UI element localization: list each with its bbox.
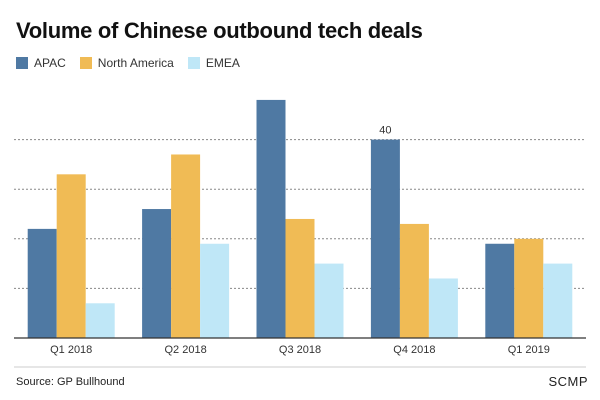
legend-swatch-north-america — [79, 57, 92, 69]
bar-apac — [27, 228, 57, 338]
x-tick-label: Q3 2018 — [279, 344, 321, 356]
bar-apac — [370, 139, 400, 338]
legend-label-north-america: North America — [97, 56, 174, 70]
legend-label-apac: APAC — [34, 56, 66, 70]
brand-logo-text: SCMP — [548, 374, 588, 389]
legend-item-apac: APAC — [16, 56, 66, 70]
chart-legend: APAC North America EMEA — [16, 56, 240, 70]
legend-label-emea: EMEA — [205, 56, 240, 70]
source-note: Source: GP Bullhound — [16, 376, 125, 388]
x-tick-label: Q2 2018 — [164, 344, 206, 356]
bar-emea — [543, 263, 573, 338]
bar-north-america — [171, 154, 201, 338]
bar-emea — [85, 303, 115, 338]
legend-item-emea: EMEA — [187, 56, 240, 70]
chart-title: Volume of Chinese outbound tech deals — [16, 18, 423, 43]
legend-item-north-america: North America — [79, 56, 174, 70]
bar-north-america — [56, 174, 86, 338]
legend-swatch-emea — [187, 57, 200, 69]
bar-emea — [314, 263, 344, 338]
bar-emea — [200, 243, 230, 338]
bar-north-america — [285, 218, 315, 338]
legend-swatch-apac — [16, 57, 28, 69]
x-tick-label: Q4 2018 — [393, 344, 435, 356]
bar-apac — [485, 243, 515, 338]
x-tick-label: Q1 2019 — [508, 344, 550, 356]
data-label: 40 — [379, 125, 391, 137]
bar-north-america — [514, 238, 544, 338]
bar-apac — [256, 99, 286, 338]
bar-apac — [142, 209, 172, 338]
x-tick-label: Q1 2018 — [50, 344, 92, 356]
bar-north-america — [399, 223, 429, 338]
bar-emea — [428, 278, 458, 338]
